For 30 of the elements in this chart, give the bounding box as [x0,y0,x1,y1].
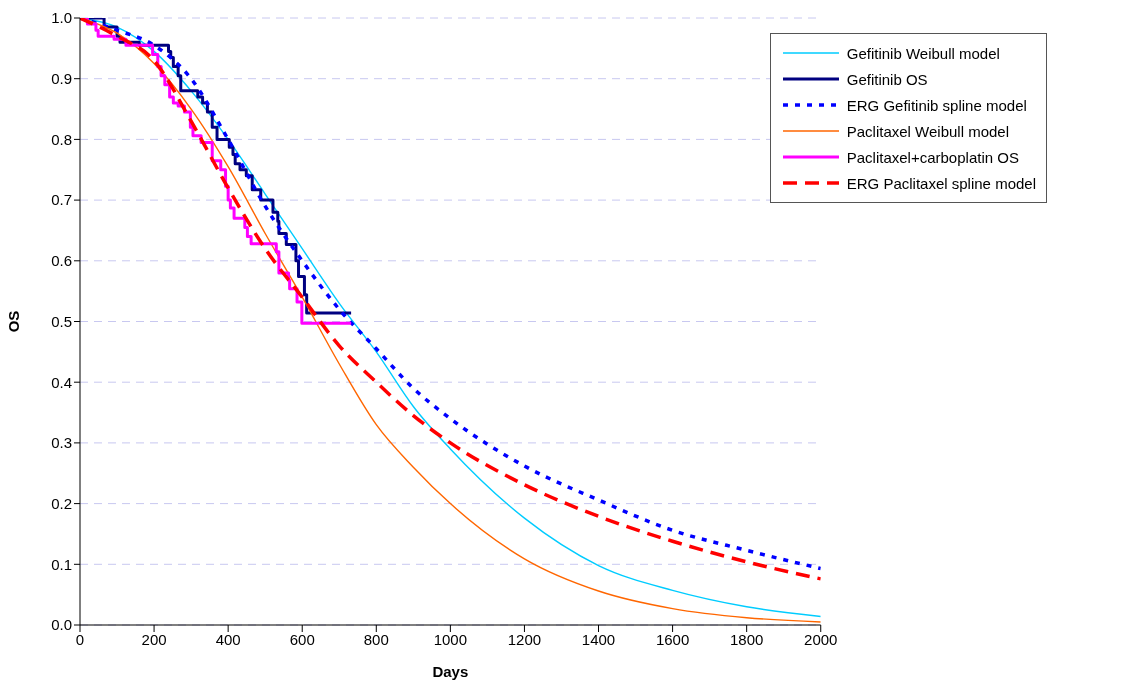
y-tick-label: 0.3 [51,434,72,452]
x-tick-label: 1800 [729,630,764,648]
legend-label: Paclitaxel Weibull model [846,122,1010,140]
y-tick-label: 0.6 [51,252,72,270]
y-tick-label: 0.7 [51,191,72,209]
x-tick-label: 400 [215,630,241,648]
x-tick-label: 800 [363,630,389,648]
legend-label: ERG Paclitaxel spline model [846,174,1036,192]
x-tick-label: 1600 [655,630,690,648]
y-tick-label: 0.8 [51,130,72,148]
y-axis-title: OS [5,310,23,333]
x-tick-label: 600 [289,630,315,648]
y-tick-label: 0.0 [51,616,72,634]
x-tick-label: 0 [75,630,85,648]
y-tick-label: 0.1 [51,555,72,573]
x-tick-label: 2000 [804,630,838,648]
legend-label: Gefitinib OS [846,70,928,88]
y-tick-label: 0.2 [51,494,72,512]
legend-label: ERG Gefitinib spline model [846,96,1027,114]
x-tick-label: 200 [141,630,167,648]
y-tick-label: 0.4 [51,373,72,391]
y-tick-label: 1.0 [51,9,72,27]
x-tick-label: 1400 [581,630,616,648]
y-tick-label: 0.5 [51,312,72,330]
legend-label: Gefitinib Weibull model [846,44,1000,62]
x-axis-title: Days [432,663,469,680]
x-tick-label: 1000 [433,630,468,648]
legend-label: Paclitaxel+carboplatin OS [846,148,1019,166]
x-tick-label: 1200 [507,630,542,648]
y-tick-label: 0.9 [51,70,72,88]
